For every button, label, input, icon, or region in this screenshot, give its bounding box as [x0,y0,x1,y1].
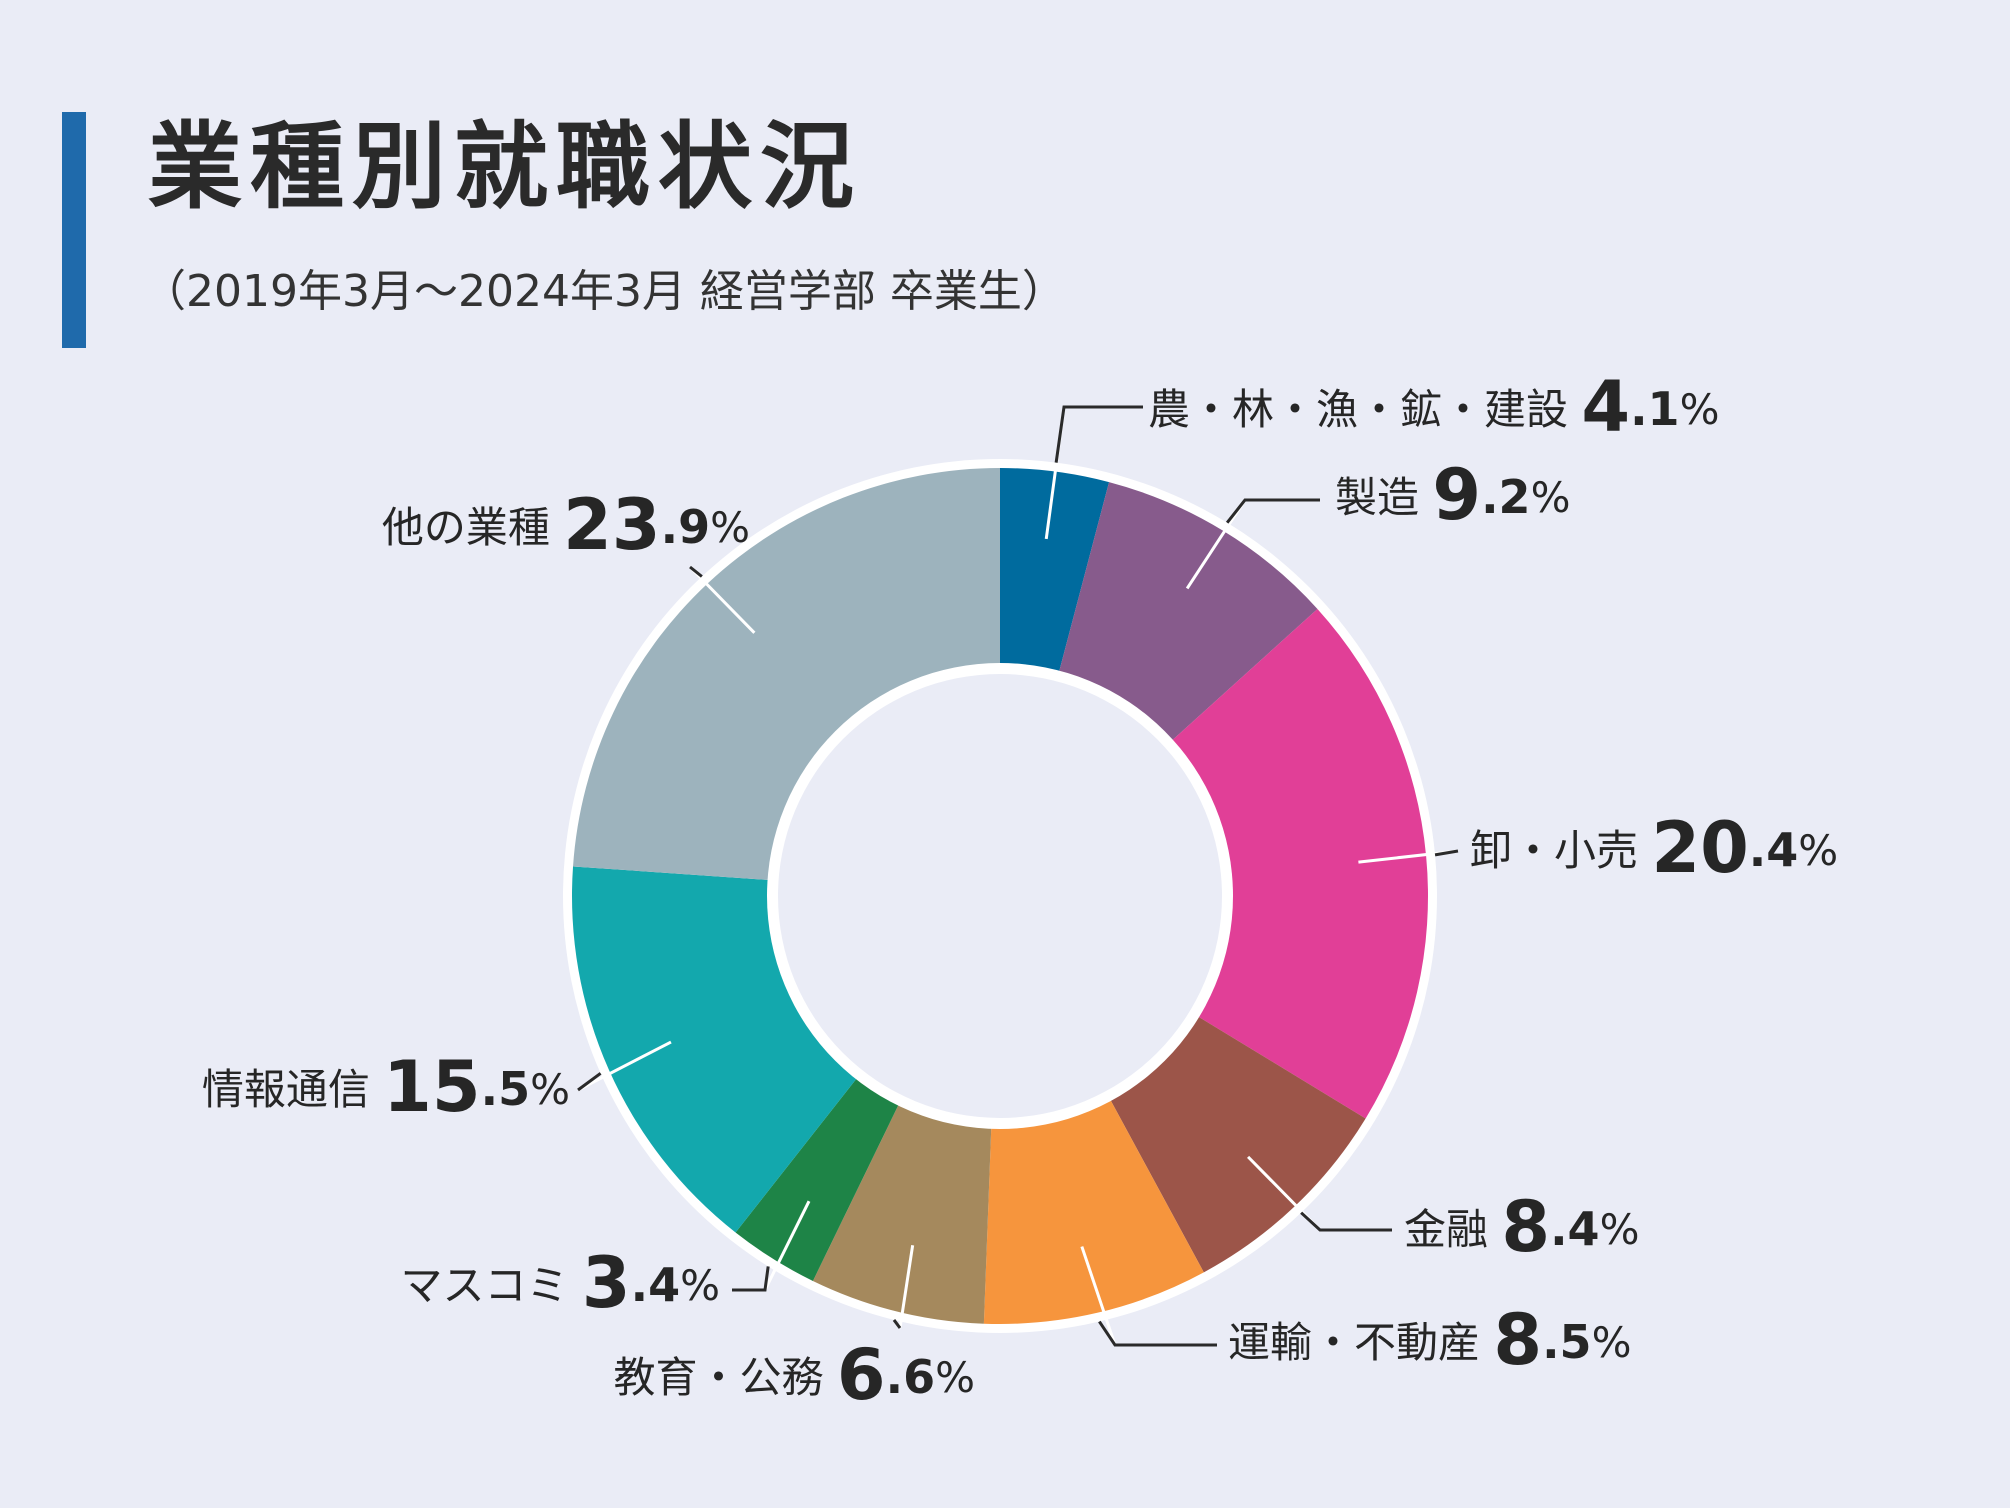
leader-line-outer [892,1319,902,1329]
slice-label-percent: % [1531,473,1571,522]
slice-label-percent: % [710,503,750,552]
leader-line-outer [577,1072,602,1092]
slice-label-category: 農・林・漁・鉱・建設 [1148,385,1581,434]
leader-line-outer [1300,1211,1392,1232]
slice-label: マスコミ 3.4% [401,1242,720,1324]
leader-line-outer [1225,498,1320,524]
donut-slice [983,1098,1204,1324]
slice-label-percent: % [1798,826,1838,875]
slice-label-value-int: 15 [383,1046,480,1128]
leader-line [577,1040,672,1092]
slice-label-value-int: 8 [1501,1186,1550,1268]
leader-line-outer [732,1266,770,1292]
donut-slice [1000,468,1110,674]
slice-label-category: 情報通信 [202,1065,383,1114]
leader-line-outer [1054,405,1143,463]
leader-lines [577,405,1459,1347]
slice-label-percent: % [680,1261,720,1310]
slice-label: 教育・公務 6.6% [614,1334,975,1416]
slice-label-value-dec: .4 [1550,1202,1599,1256]
slice-label-value-int: 23 [563,484,660,566]
slice-label: 運輸・不動産 8.5% [1228,1299,1631,1381]
donut-slice [812,1102,992,1324]
slice-label: 金融 8.4% [1404,1186,1639,1268]
slice-label: 卸・小売 20.4% [1470,807,1838,889]
slice-label-percent: % [935,1353,975,1402]
slice-label-category: 教育・公務 [614,1353,837,1402]
slice-label: 農・林・漁・鉱・建設 4.1% [1148,366,1719,448]
slice-label-value-int: 4 [1581,366,1630,448]
slice-label: 他の業種 23.9% [382,484,750,566]
slice-label-value-int: 9 [1432,454,1481,536]
slice-label-value-dec: .4 [1749,823,1798,877]
slice-label-category: マスコミ [401,1261,582,1310]
slice-label-category: 運輸・不動産 [1228,1318,1493,1367]
donut-slice [573,468,1000,881]
leader-line-outer [1098,1320,1217,1347]
page-title: 業種別就職状況 [148,113,863,222]
slice-label-value-int: 3 [582,1242,631,1324]
leader-line [688,565,756,634]
donut-hole [778,674,1222,1118]
slice-label-value-dec: .6 [886,1350,935,1404]
donut-slices [572,468,1428,1324]
leader-line [898,1245,915,1329]
title-accent-bar [62,112,86,348]
slice-label-value-dec: .9 [661,500,710,554]
slice-labels: 農・林・漁・鉱・建設 4.1%製造 9.2%卸・小売 20.4%金融 8.4%運… [202,366,1838,1416]
slice-label-value-int: 8 [1493,1299,1542,1381]
slice-label-percent: % [1600,1205,1640,1254]
slice-label-percent: % [530,1065,570,1114]
slice-label-value-dec: .1 [1630,382,1679,436]
slice-label-percent: % [1592,1318,1632,1367]
slice-label-value-dec: .5 [481,1062,530,1116]
page-subtitle: （2019年3月〜2024年3月 経営学部 卒業生） [142,266,1066,317]
slice-label: 製造 9.2% [1335,454,1570,536]
slice-label-value-dec: .4 [631,1258,680,1312]
leader-line-outer [1434,849,1459,857]
leader-line-outer [689,565,703,578]
slice-label-category: 製造 [1335,473,1432,522]
donut-slice [1109,1015,1366,1273]
donut-slice [1058,482,1318,742]
slice-label-value-int: 6 [837,1334,886,1416]
slice-label: 情報通信 15.5% [202,1046,570,1128]
slice-label-value-dec: .5 [1542,1315,1591,1369]
slice-label-value-int: 20 [1651,807,1748,889]
donut-slice [735,1076,900,1281]
slice-label-category: 金融 [1404,1205,1501,1254]
slice-label-value-dec: .2 [1481,470,1530,524]
donut-slice [1170,608,1428,1119]
slice-label-percent: % [1680,385,1720,434]
slice-label-category: 卸・小売 [1470,826,1651,875]
slice-label-category: 他の業種 [382,503,563,552]
donut-slice [572,866,858,1233]
